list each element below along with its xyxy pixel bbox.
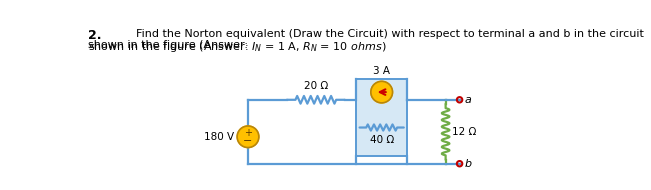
Bar — [357, 79, 407, 156]
Text: Find the Norton equivalent (Draw the Circuit) with respect to terminal a and b i: Find the Norton equivalent (Draw the Cir… — [135, 29, 643, 39]
Circle shape — [371, 81, 393, 103]
Text: shown in the figure (Answer:: shown in the figure (Answer: — [88, 40, 251, 50]
Circle shape — [237, 126, 259, 148]
Text: 180 V: 180 V — [204, 132, 234, 142]
Text: 12 Ω: 12 Ω — [452, 127, 476, 137]
Text: 20 Ω: 20 Ω — [303, 81, 328, 91]
Text: 2.: 2. — [88, 29, 101, 42]
Text: a: a — [465, 95, 472, 105]
Text: 3 A: 3 A — [373, 66, 390, 76]
Text: shown in the figure (Answer: $I_N$ = 1 A, $R_N$ = 10 $ohms$): shown in the figure (Answer: $I_N$ = 1 A… — [88, 40, 386, 54]
Text: 40 Ω: 40 Ω — [370, 135, 394, 145]
Text: −: − — [243, 136, 253, 146]
Text: +: + — [244, 128, 252, 138]
Text: b: b — [465, 159, 472, 169]
